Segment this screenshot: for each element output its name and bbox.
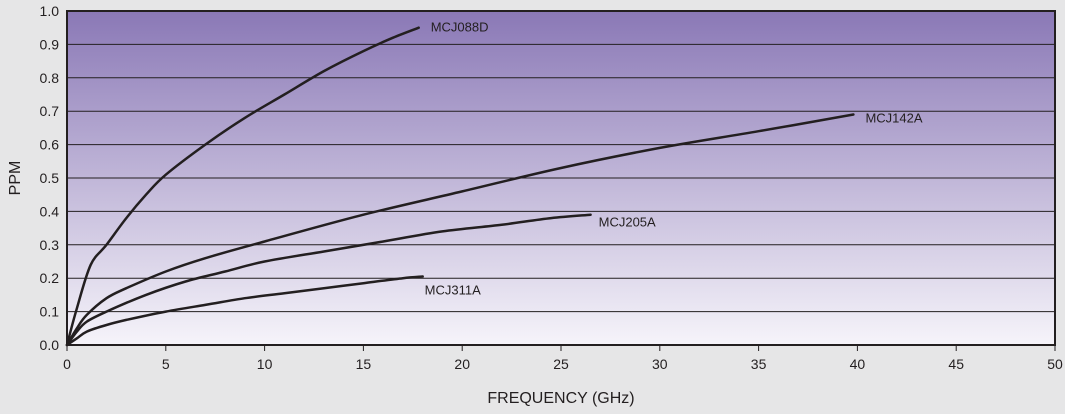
- x-tick-label-15: 15: [356, 356, 372, 372]
- axes: 0.0 0.1 0.2 0.3 0.4 0.5 0.6 0.7 0.8 0.9 1.0 0 5 10 15 2…: [40, 3, 1063, 372]
- x-tick-label-35: 35: [751, 356, 767, 372]
- x-tick-label-30: 30: [652, 356, 668, 372]
- y-axis-title: PPM: [7, 161, 24, 196]
- y-tick-label-0.9: 0.9: [40, 36, 60, 52]
- series-label-mcj088d: MCJ088D: [431, 20, 489, 35]
- y-tick-label-0.8: 0.8: [40, 70, 60, 86]
- x-tick-label-10: 10: [257, 356, 273, 372]
- x-tick-label-45: 45: [948, 356, 964, 372]
- series-label-mcj205a: MCJ205A: [599, 215, 656, 230]
- series-line-mcj311a: [65, 275, 424, 347]
- x-tick-label-20: 20: [454, 356, 470, 372]
- x-tick-label-5: 5: [162, 356, 170, 372]
- series-line-mcj142a: [65, 113, 855, 347]
- y-tick-label-0.1: 0.1: [40, 304, 60, 320]
- y-tick-label-0.2: 0.2: [40, 270, 60, 286]
- x-tick-label-25: 25: [553, 356, 569, 372]
- y-tick-label-0.0: 0.0: [40, 337, 60, 353]
- series-lines: [65, 26, 855, 347]
- series-label-mcj311a: MCJ311A: [425, 283, 481, 298]
- x-tick-label-40: 40: [850, 356, 866, 372]
- y-tick-label-0.4: 0.4: [40, 203, 60, 219]
- x-axis-title: FREQUENCY (GHz): [487, 390, 634, 407]
- y-tick-label-0.7: 0.7: [40, 103, 60, 119]
- x-tick-label-50: 50: [1047, 356, 1063, 372]
- series-labels: MCJ088D MCJ142A MCJ205A MCJ311A: [425, 20, 923, 298]
- series-line-mcj088d: [65, 26, 420, 347]
- y-tick-label-0.6: 0.6: [40, 137, 60, 153]
- y-tick-label-0.3: 0.3: [40, 237, 60, 253]
- series-line-mcj205a: [65, 213, 592, 347]
- y-tick-label-1.0: 1.0: [40, 3, 60, 19]
- gridlines: [67, 43, 1055, 313]
- plot-frame: [66, 10, 1056, 346]
- x-tick-label-0: 0: [63, 356, 71, 372]
- series-label-mcj142a: MCJ142A: [865, 111, 922, 126]
- y-tick-label-0.5: 0.5: [40, 170, 60, 186]
